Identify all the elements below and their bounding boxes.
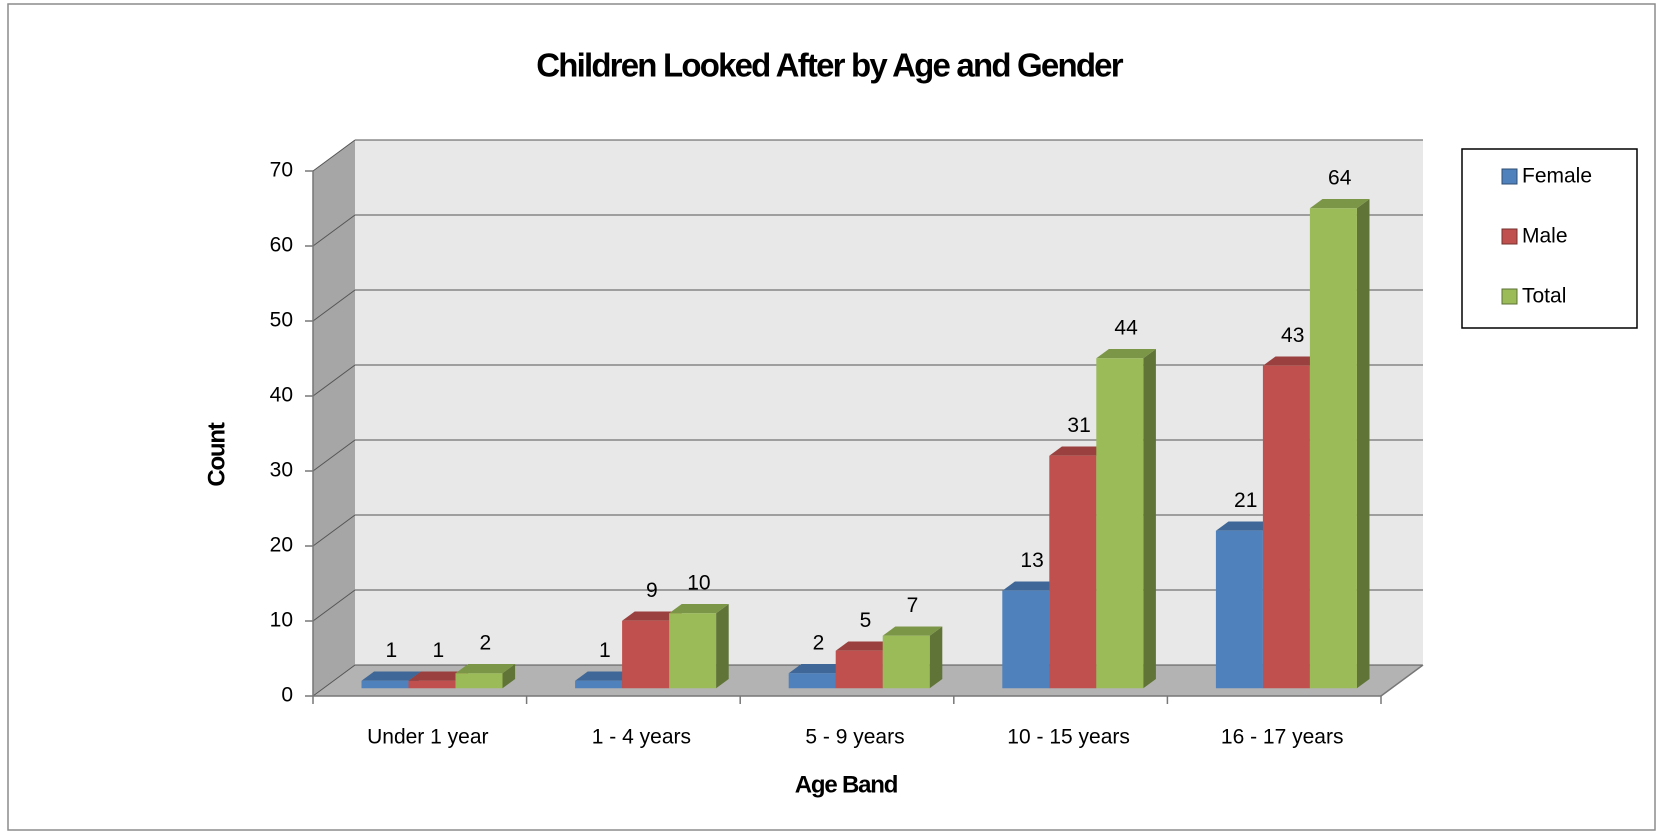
data-label: 13 bbox=[1020, 549, 1043, 572]
chart-title: Children Looked After by Age and Gender bbox=[536, 47, 1124, 84]
x-tick-label: 1 - 4 years bbox=[592, 726, 691, 749]
bar-top bbox=[1309, 198, 1370, 209]
legend-swatch bbox=[1501, 288, 1518, 305]
bar-front bbox=[1309, 208, 1357, 689]
bar-side bbox=[1143, 348, 1156, 689]
y-tick-label: 20 bbox=[270, 534, 293, 557]
y-tick-label: 70 bbox=[270, 159, 293, 182]
y-axis-title: Count bbox=[203, 422, 230, 487]
bar-top bbox=[1096, 348, 1156, 359]
legend-label: Male bbox=[1522, 225, 1568, 248]
y-tick-label: 50 bbox=[270, 309, 293, 332]
grid-line bbox=[312, 514, 356, 547]
x-axis-depth bbox=[1380, 664, 1424, 697]
bar-front bbox=[669, 613, 717, 689]
bar-top bbox=[1262, 356, 1323, 366]
x-axis-title: Age Band bbox=[795, 771, 898, 798]
bar-front bbox=[1096, 358, 1144, 689]
bar-front bbox=[622, 620, 670, 689]
data-label: 31 bbox=[1067, 414, 1090, 437]
data-label: 2 bbox=[813, 631, 825, 654]
y-tick-label: 40 bbox=[270, 384, 293, 407]
legend-box bbox=[1461, 148, 1638, 329]
legend-swatch bbox=[1501, 228, 1518, 245]
x-tick-label: 16 - 17 years bbox=[1221, 726, 1344, 749]
bar bbox=[882, 626, 943, 689]
bar-top bbox=[1215, 521, 1276, 531]
bar-top bbox=[1049, 446, 1109, 456]
back-wall bbox=[355, 140, 1423, 665]
data-label: 10 bbox=[687, 571, 710, 594]
legend-label: Total bbox=[1522, 285, 1566, 308]
bar-top bbox=[835, 641, 896, 651]
bar-front bbox=[1215, 530, 1263, 689]
bar bbox=[1096, 348, 1156, 689]
grid-line bbox=[312, 589, 356, 622]
data-label: 9 bbox=[646, 579, 658, 602]
legend-swatch bbox=[1501, 168, 1518, 185]
bar-front bbox=[361, 680, 409, 689]
bar bbox=[669, 603, 729, 689]
bar-side bbox=[1356, 198, 1370, 689]
grid-line bbox=[312, 439, 356, 472]
x-tick-label: Under 1 year bbox=[367, 726, 488, 749]
bar-front bbox=[408, 680, 456, 689]
x-tick-label: 10 - 15 years bbox=[1007, 726, 1130, 749]
data-label: 64 bbox=[1328, 166, 1352, 189]
bar-front bbox=[1049, 455, 1097, 689]
bar-top bbox=[575, 671, 635, 681]
data-label: 2 bbox=[479, 631, 491, 654]
data-label: 21 bbox=[1234, 489, 1257, 512]
data-label: 1 bbox=[385, 639, 397, 662]
bar-side bbox=[502, 663, 516, 689]
bar-top bbox=[1002, 581, 1062, 591]
data-label: 1 bbox=[599, 639, 611, 662]
bar-front bbox=[575, 680, 623, 689]
bar-front bbox=[1262, 365, 1310, 689]
grid-line bbox=[312, 289, 356, 322]
bar bbox=[1309, 198, 1370, 689]
y-tick-label: 30 bbox=[270, 459, 293, 482]
bar-front bbox=[882, 635, 930, 689]
data-label: 7 bbox=[907, 594, 919, 617]
side-wall bbox=[313, 140, 355, 696]
data-label: 5 bbox=[860, 609, 872, 632]
bar-top bbox=[622, 611, 682, 621]
bar-top bbox=[669, 603, 729, 614]
bar-top bbox=[408, 671, 469, 681]
bar-front bbox=[1002, 590, 1050, 689]
grid-line bbox=[312, 364, 356, 397]
grid-line bbox=[312, 664, 356, 697]
y-tick-label: 10 bbox=[270, 609, 293, 632]
data-label: 43 bbox=[1281, 324, 1304, 347]
bar bbox=[455, 663, 516, 689]
bar-top bbox=[455, 663, 516, 674]
x-tick-label: 5 - 9 years bbox=[805, 726, 904, 749]
grid-line bbox=[312, 214, 356, 247]
bar-top bbox=[361, 671, 422, 681]
data-label: 1 bbox=[432, 639, 444, 662]
bar-top bbox=[882, 626, 943, 636]
legend-label: Female bbox=[1522, 165, 1592, 188]
bar-side bbox=[929, 626, 943, 689]
bar-front bbox=[455, 673, 503, 689]
bar-front bbox=[835, 650, 883, 689]
bar-side bbox=[716, 603, 729, 689]
data-label: 44 bbox=[1114, 316, 1138, 339]
grid-line bbox=[312, 139, 356, 172]
y-tick-label: 0 bbox=[281, 684, 293, 707]
bar-top bbox=[788, 663, 849, 674]
bar-front bbox=[788, 673, 836, 689]
y-tick-label: 60 bbox=[270, 234, 293, 257]
